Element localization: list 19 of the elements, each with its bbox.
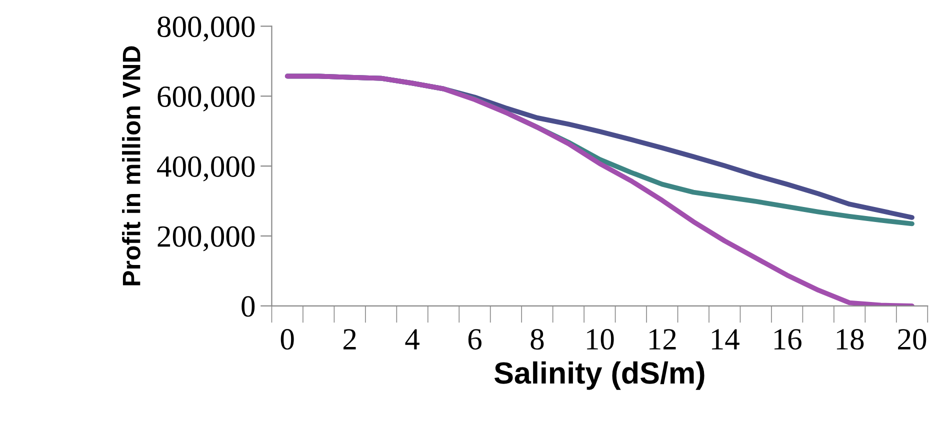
x-tick-label: 20 (898, 329, 926, 350)
y-tick-label: 600,000 (158, 86, 255, 112)
x-tick-label: 2 (344, 329, 356, 350)
y-tick-label: 200,000 (158, 226, 255, 252)
y-tick-label: 400,000 (157, 156, 255, 182)
x-tick-label: 14 (712, 329, 740, 350)
x-tick-label: 16 (774, 329, 802, 350)
y-tick-label: 800,000 (158, 16, 255, 42)
x-tick-label: 12 (650, 329, 676, 350)
x-tick-label: 10 (587, 329, 614, 350)
x-tick-label: 0 (280, 329, 294, 350)
x-tick-label: 4 (405, 329, 420, 350)
x-axis-title: Salinity (dS/m) (494, 361, 704, 390)
y-tick-label: 0 (242, 296, 255, 317)
line-series (284, 74, 914, 306)
x-tick-label: 8 (530, 329, 544, 350)
y-axis-title: Profit in million VND (122, 46, 140, 286)
x-tick-label: 6 (468, 329, 482, 350)
x-tick-label: 18 (836, 329, 864, 350)
